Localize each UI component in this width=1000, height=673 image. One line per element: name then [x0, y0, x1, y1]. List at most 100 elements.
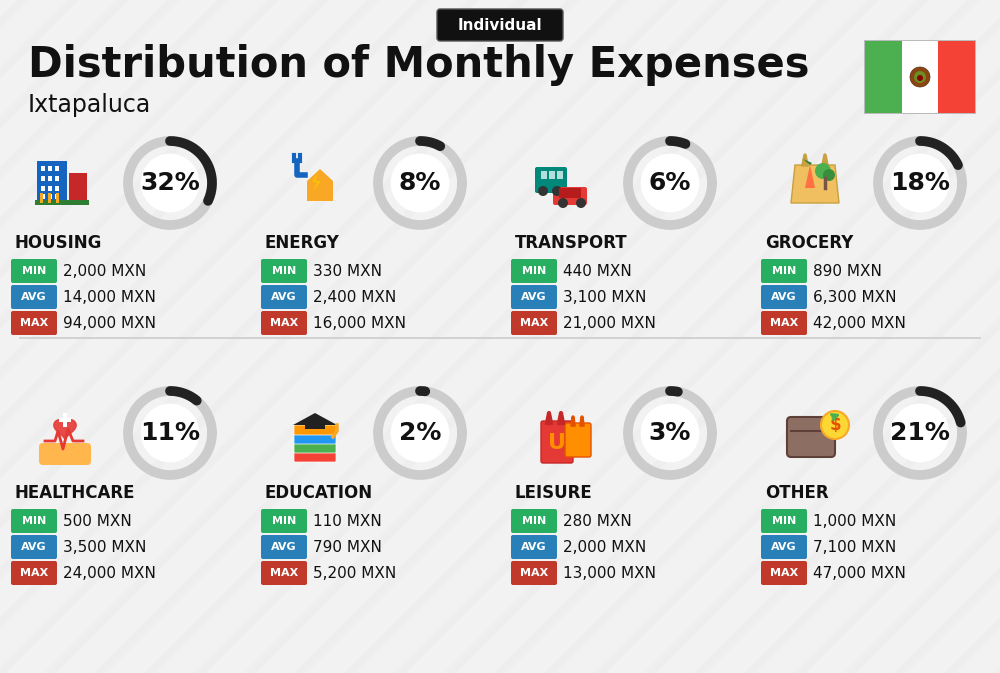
- Text: AVG: AVG: [271, 542, 297, 552]
- Circle shape: [576, 198, 586, 208]
- Text: OTHER: OTHER: [765, 484, 829, 502]
- Text: MIN: MIN: [272, 516, 296, 526]
- Polygon shape: [805, 165, 815, 188]
- Text: 1,000 MXN: 1,000 MXN: [813, 513, 896, 528]
- Text: 16,000 MXN: 16,000 MXN: [313, 316, 406, 330]
- Bar: [41, 194, 45, 199]
- Bar: [40, 193, 43, 203]
- Text: AVG: AVG: [771, 542, 797, 552]
- Text: 2,000 MXN: 2,000 MXN: [63, 264, 146, 279]
- Text: 14,000 MXN: 14,000 MXN: [63, 289, 156, 304]
- Circle shape: [141, 153, 199, 213]
- FancyBboxPatch shape: [294, 452, 336, 462]
- FancyBboxPatch shape: [294, 443, 336, 453]
- Text: 2%: 2%: [399, 421, 441, 445]
- Text: MAX: MAX: [270, 318, 298, 328]
- Text: MIN: MIN: [522, 516, 546, 526]
- Text: 7,100 MXN: 7,100 MXN: [813, 540, 896, 555]
- Text: EDUCATION: EDUCATION: [265, 484, 373, 502]
- Bar: [865, 41, 902, 113]
- Text: 42,000 MXN: 42,000 MXN: [813, 316, 906, 330]
- Text: 330 MXN: 330 MXN: [313, 264, 382, 279]
- Text: 11%: 11%: [140, 421, 200, 445]
- Text: HEALTHCARE: HEALTHCARE: [15, 484, 136, 502]
- Bar: [37, 161, 67, 205]
- Text: U: U: [548, 433, 566, 453]
- Text: AVG: AVG: [21, 292, 47, 302]
- Text: AVG: AVG: [771, 292, 797, 302]
- FancyBboxPatch shape: [511, 535, 557, 559]
- Polygon shape: [312, 173, 321, 191]
- Text: 500 MXN: 500 MXN: [63, 513, 132, 528]
- Text: 280 MXN: 280 MXN: [563, 513, 632, 528]
- FancyBboxPatch shape: [787, 417, 835, 457]
- FancyBboxPatch shape: [565, 423, 591, 457]
- FancyBboxPatch shape: [261, 259, 307, 283]
- FancyBboxPatch shape: [511, 311, 557, 335]
- Text: TRANSPORT: TRANSPORT: [515, 234, 628, 252]
- FancyBboxPatch shape: [761, 259, 807, 283]
- FancyBboxPatch shape: [511, 509, 557, 533]
- Circle shape: [914, 71, 926, 83]
- Circle shape: [815, 163, 831, 179]
- FancyBboxPatch shape: [761, 535, 807, 559]
- Text: 94,000 MXN: 94,000 MXN: [63, 316, 156, 330]
- Polygon shape: [293, 413, 337, 425]
- Text: AVG: AVG: [521, 292, 547, 302]
- Bar: [864, 40, 976, 114]
- Text: GROCERY: GROCERY: [765, 234, 853, 252]
- Bar: [69, 173, 87, 205]
- Text: MAX: MAX: [520, 568, 548, 578]
- Text: 13,000 MXN: 13,000 MXN: [563, 565, 656, 581]
- FancyBboxPatch shape: [11, 311, 57, 335]
- Text: 21%: 21%: [890, 421, 950, 445]
- Text: 2,400 MXN: 2,400 MXN: [313, 289, 396, 304]
- FancyBboxPatch shape: [437, 9, 563, 41]
- Circle shape: [391, 153, 449, 213]
- Text: 47,000 MXN: 47,000 MXN: [813, 565, 906, 581]
- Text: 5,200 MXN: 5,200 MXN: [313, 565, 396, 581]
- Text: 790 MXN: 790 MXN: [313, 540, 382, 555]
- Text: $: $: [829, 416, 841, 434]
- FancyBboxPatch shape: [294, 425, 336, 435]
- FancyBboxPatch shape: [11, 561, 57, 585]
- Bar: [541, 171, 547, 179]
- Bar: [41, 176, 45, 181]
- FancyBboxPatch shape: [541, 421, 573, 463]
- Bar: [59, 418, 71, 422]
- Bar: [55, 166, 59, 171]
- Text: 21,000 MXN: 21,000 MXN: [563, 316, 656, 330]
- Circle shape: [641, 153, 699, 213]
- FancyBboxPatch shape: [535, 167, 567, 193]
- Text: Ixtapaluca: Ixtapaluca: [28, 93, 151, 117]
- Text: 3,500 MXN: 3,500 MXN: [63, 540, 146, 555]
- FancyBboxPatch shape: [294, 434, 336, 444]
- Circle shape: [917, 75, 923, 81]
- Bar: [48, 176, 52, 181]
- Text: MAX: MAX: [520, 318, 548, 328]
- Polygon shape: [54, 420, 76, 440]
- FancyBboxPatch shape: [511, 259, 557, 283]
- Text: 440 MXN: 440 MXN: [563, 264, 632, 279]
- Text: 6%: 6%: [649, 171, 691, 195]
- Text: MAX: MAX: [270, 568, 298, 578]
- Polygon shape: [803, 159, 812, 165]
- Bar: [41, 166, 45, 171]
- Circle shape: [538, 186, 548, 196]
- FancyBboxPatch shape: [553, 187, 587, 205]
- FancyBboxPatch shape: [261, 509, 307, 533]
- Bar: [305, 423, 325, 429]
- FancyBboxPatch shape: [761, 311, 807, 335]
- FancyBboxPatch shape: [39, 443, 91, 465]
- FancyBboxPatch shape: [559, 188, 581, 198]
- Bar: [56, 193, 59, 203]
- FancyBboxPatch shape: [261, 535, 307, 559]
- Bar: [938, 41, 975, 113]
- Circle shape: [823, 169, 835, 181]
- Text: ENERGY: ENERGY: [265, 234, 340, 252]
- Circle shape: [910, 67, 930, 87]
- Text: AVG: AVG: [21, 542, 47, 552]
- FancyBboxPatch shape: [261, 285, 307, 309]
- Polygon shape: [791, 165, 839, 203]
- Bar: [63, 413, 67, 427]
